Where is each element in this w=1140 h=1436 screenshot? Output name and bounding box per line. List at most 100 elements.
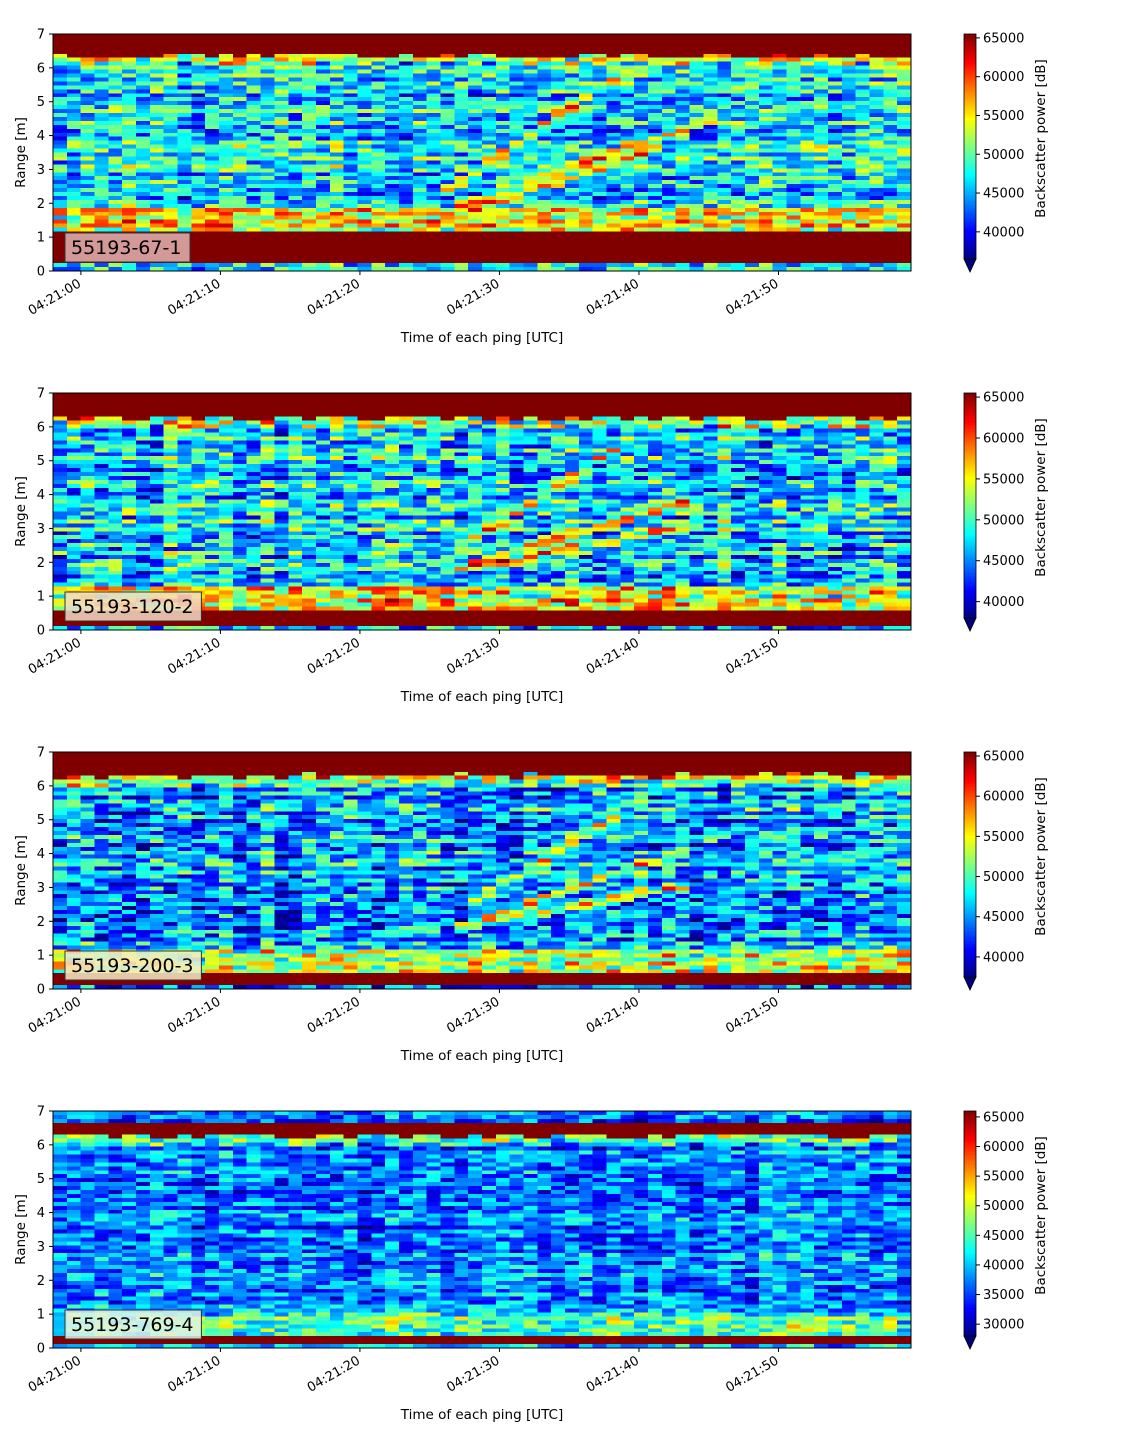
- colorbar-tick-label: 55000: [983, 830, 1024, 845]
- y-tick-label: 4: [37, 847, 45, 862]
- colorbar-label: Backscatter power [dB]: [1033, 777, 1049, 936]
- echogram-heatmap: [53, 1111, 912, 1349]
- x-axis-label: Time of each ping [UTC]: [400, 689, 564, 705]
- colorbar-tick-label: 45000: [983, 554, 1024, 569]
- y-tick-label: 7: [37, 28, 45, 43]
- colorbar-tick-label: 45000: [983, 187, 1024, 202]
- x-tick-label: 04:21:30: [444, 276, 502, 318]
- y-tick-label: 0: [37, 1342, 45, 1357]
- colorbar-tick-label: 60000: [983, 1140, 1024, 1155]
- colorbar-tick-label: 50000: [983, 1199, 1024, 1214]
- colorbar: 40000 45000 50000 55000 60000 65000 Backscatte…: [963, 750, 1049, 991]
- x-axis-label: Time of each ping [UTC]: [400, 330, 564, 346]
- y-tick-label: 3: [37, 522, 45, 537]
- y-tick-label: 6: [37, 61, 45, 76]
- x-tick-label: 04:21:30: [444, 994, 502, 1036]
- y-tick-label: 5: [37, 813, 45, 828]
- y-tick-label: 6: [37, 1138, 45, 1153]
- x-tick-label: 04:21:40: [584, 276, 642, 318]
- x-axis-label: Time of each ping [UTC]: [400, 1048, 564, 1064]
- echogram-panel-1: 0 1 2 3 4 5 6 7 04:21:00 04:21:10 04:21:20 04:21:30…: [13, 28, 1049, 347]
- colorbar-tick-label: 40000: [983, 1258, 1024, 1273]
- y-tick-label: 5: [37, 95, 45, 110]
- colorbar-tick-label: 30000: [983, 1318, 1024, 1333]
- y-tick-label: 0: [37, 265, 45, 280]
- colorbar-tick-label: 60000: [983, 790, 1024, 805]
- colorbar-tick-label: 55000: [983, 472, 1024, 487]
- y-tick-label: 3: [37, 1240, 45, 1255]
- y-axis-label: Range [m]: [13, 117, 29, 188]
- x-tick-label: 04:21:00: [26, 635, 84, 677]
- y-tick-label: 4: [37, 1206, 45, 1221]
- x-tick-label: 04:21:50: [723, 1353, 781, 1395]
- echogram-panel-3: 0 1 2 3 4 5 6 7 04:21:00 04:21:10 04:21:20 04:21:30…: [13, 746, 1049, 1065]
- y-axis-label: Range [m]: [13, 835, 29, 906]
- x-tick-label: 04:21:10: [165, 994, 223, 1036]
- x-tick-label: 04:21:00: [26, 994, 84, 1036]
- y-tick-label: 3: [37, 163, 45, 178]
- y-tick-label: 1: [37, 949, 45, 964]
- colorbar-label: Backscatter power [dB]: [1033, 418, 1049, 577]
- x-tick-label: 04:21:40: [584, 994, 642, 1036]
- x-tick-label: 04:21:50: [723, 276, 781, 318]
- x-tick-label: 04:21:00: [26, 1353, 84, 1395]
- colorbar-extend-arrow: [963, 617, 977, 632]
- y-axis-label: Range [m]: [13, 1194, 29, 1265]
- y-tick-label: 0: [37, 624, 45, 639]
- x-tick-label: 04:21:20: [305, 276, 363, 318]
- y-tick-label: 2: [37, 915, 45, 930]
- y-tick-label: 3: [37, 881, 45, 896]
- sensor-id-label: 55193-769-4: [64, 1309, 202, 1340]
- x-tick-label: 04:21:30: [444, 635, 502, 677]
- colorbar-tick-label: 60000: [983, 432, 1024, 447]
- sensor-id-label: 55193-67-1: [64, 232, 191, 263]
- colorbar-tick-label: 35000: [983, 1288, 1024, 1303]
- y-axis-label: Range [m]: [13, 476, 29, 547]
- echogram-panel-4: 0 1 2 3 4 5 6 7 04:21:00 04:21:10 04:21:20 04:21:30…: [13, 1105, 1049, 1424]
- x-tick-label: 04:21:20: [305, 1353, 363, 1395]
- x-tick-label: 04:21:40: [584, 635, 642, 677]
- y-tick-label: 1: [37, 1308, 45, 1323]
- colorbar-tick-label: 50000: [983, 870, 1024, 885]
- colorbar-tick-label: 50000: [983, 148, 1024, 163]
- colorbar-label: Backscatter power [dB]: [1033, 59, 1049, 218]
- colorbar-label: Backscatter power [dB]: [1033, 1136, 1049, 1295]
- y-tick-label: 2: [37, 556, 45, 571]
- x-tick-label: 04:21:20: [305, 635, 363, 677]
- y-tick-label: 4: [37, 488, 45, 503]
- y-tick-label: 2: [37, 1274, 45, 1289]
- colorbar-tick-label: 65000: [983, 750, 1024, 765]
- x-tick-label: 04:21:40: [584, 1353, 642, 1395]
- x-tick-label: 04:21:10: [165, 1353, 223, 1395]
- colorbar-tick-label: 65000: [983, 31, 1024, 46]
- y-tick-label: 7: [37, 387, 45, 402]
- plot-frame: [52, 751, 912, 990]
- y-tick-label: 7: [37, 1105, 45, 1120]
- y-tick-label: 5: [37, 1172, 45, 1187]
- colorbar-extend-arrow: [963, 258, 977, 273]
- colorbar: 40000 45000 50000 55000 60000 65000 Backscatte…: [963, 31, 1049, 273]
- echogram-panel-2: 0 1 2 3 4 5 6 7 04:21:00 04:21:10 04:21:20 04:21:30…: [13, 387, 1049, 706]
- y-tick-label: 6: [37, 779, 45, 794]
- y-tick-label: 2: [37, 197, 45, 212]
- x-tick-label: 04:21:50: [723, 635, 781, 677]
- colorbar-tick-label: 40000: [983, 225, 1024, 240]
- colorbar-tick-label: 55000: [983, 109, 1024, 124]
- x-tick-label: 04:21:20: [305, 994, 363, 1036]
- colorbar-extend-arrow: [963, 976, 977, 991]
- y-tick-label: 1: [37, 231, 45, 246]
- x-tick-label: 04:21:10: [165, 635, 223, 677]
- x-tick-label: 04:21:30: [444, 1353, 502, 1395]
- sensor-id-label: 55193-120-2: [64, 591, 202, 622]
- svg-text:55193-67-1: 55193-67-1: [71, 237, 181, 259]
- y-tick-label: 6: [37, 420, 45, 435]
- x-tick-label: 04:21:50: [723, 994, 781, 1036]
- colorbar-tick-label: 45000: [983, 910, 1024, 925]
- colorbar-tick-label: 55000: [983, 1170, 1024, 1185]
- colorbar-extend-arrow: [963, 1335, 977, 1350]
- echogram-heatmap: [53, 752, 912, 990]
- x-tick-label: 04:21:00: [26, 276, 84, 318]
- colorbar-tick-label: 40000: [983, 595, 1024, 610]
- colorbar-tick-label: 45000: [983, 1229, 1024, 1244]
